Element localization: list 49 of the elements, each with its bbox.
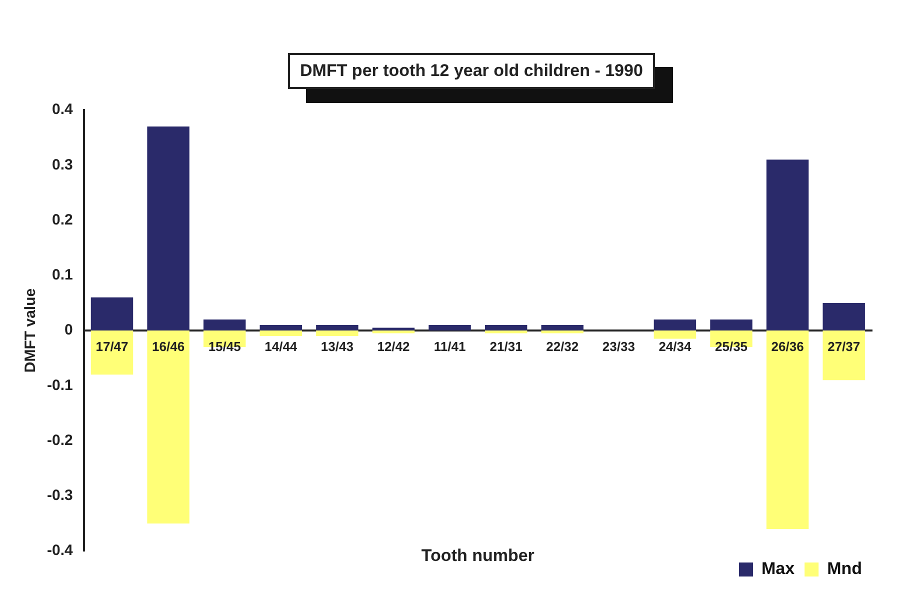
bar: [147, 330, 190, 524]
y-tick-label: -0.4: [46, 542, 74, 560]
y-tick-label: -0.3: [46, 487, 73, 504]
y-tick-label: -0.1: [46, 376, 73, 394]
y-tick-label: 0.3: [52, 156, 73, 174]
x-tick-label: 17/47: [96, 338, 128, 354]
bar: [654, 319, 696, 330]
bar: [260, 324, 302, 330]
x-tick-label: 26/36: [771, 338, 804, 354]
bar: [822, 330, 865, 380]
bar: [541, 324, 584, 330]
x-tick-label: 14/44: [264, 338, 298, 354]
bar: [766, 160, 809, 330]
y-tick-label: 0: [64, 322, 73, 339]
y-tick-label: 0.4: [52, 101, 74, 118]
x-tick-label: 24/34: [658, 338, 692, 354]
x-tick-label: 23/33: [602, 338, 635, 354]
bar: [372, 328, 415, 330]
legend-label: Mnd: [827, 559, 862, 578]
bar: [90, 330, 134, 375]
x-tick-label: 22/32: [546, 338, 579, 354]
bar: [316, 330, 358, 336]
bar: [541, 330, 584, 334]
bar: [654, 330, 696, 339]
y-tick-label: 0.2: [52, 211, 73, 228]
x-tick-label: 16/46: [152, 338, 185, 354]
bar: [484, 324, 528, 330]
x-tick-label: 12/42: [377, 338, 410, 354]
y-tick-label: 0.1: [52, 266, 73, 284]
x-axis-title: Tooth number: [421, 546, 535, 565]
bar: [260, 330, 302, 336]
x-tick-label: 27/37: [828, 338, 860, 354]
bar: [372, 330, 415, 334]
bar: [484, 330, 528, 334]
bar: [822, 302, 865, 330]
legend-label: Max: [762, 559, 796, 578]
bar: [428, 324, 471, 330]
bar: [316, 324, 358, 330]
bar: [90, 297, 134, 330]
x-tick-label: 11/41: [434, 338, 466, 354]
chart-title: DMFT per tooth 12 year old children - 1990: [288, 53, 655, 89]
x-tick-label: 13/43: [320, 338, 354, 354]
bar: [147, 126, 190, 330]
bar: [710, 319, 752, 330]
y-axis-title: DMFT value: [22, 288, 40, 373]
bar: [766, 330, 809, 529]
y-tick-label: -0.2: [46, 432, 73, 449]
x-tick-label: 21/31: [490, 338, 522, 354]
bar: [203, 319, 246, 330]
